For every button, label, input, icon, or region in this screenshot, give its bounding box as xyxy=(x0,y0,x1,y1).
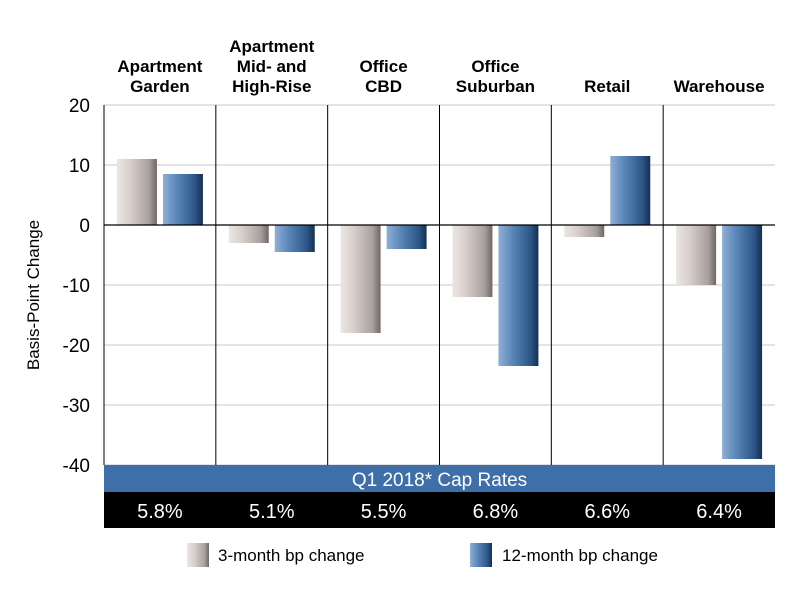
category-label: Garden xyxy=(130,77,190,96)
y-tick-label: 0 xyxy=(79,216,90,237)
cap-rates-row xyxy=(104,492,775,528)
y-tick-label: -30 xyxy=(63,396,90,417)
cap-rate-value: 5.1% xyxy=(249,501,295,523)
bar-12-month xyxy=(386,225,427,249)
y-tick-label: 10 xyxy=(69,156,90,177)
bar-12-month xyxy=(162,174,203,225)
legend: 3-month bp change 12-month bp change xyxy=(187,543,658,567)
y-axis: 20 10 0 -10 -20 -30 -40 Basis-Point Change xyxy=(24,96,775,477)
cap-rate-value: 6.6% xyxy=(584,501,630,523)
category-label: Warehouse xyxy=(674,77,765,96)
legend-label: 12-month bp change xyxy=(502,546,658,565)
legend-swatch xyxy=(470,543,492,567)
bar-12-month xyxy=(610,156,651,225)
category-label: CBD xyxy=(365,77,402,96)
bar-3-month xyxy=(116,159,157,225)
category-label: Retail xyxy=(584,77,630,96)
category-label: Suburban xyxy=(456,77,535,96)
bar-3-month xyxy=(676,225,717,285)
category-label: Apartment xyxy=(117,57,202,76)
bar-12-month xyxy=(498,225,539,366)
cap-rate-value: 6.8% xyxy=(473,501,519,523)
bar-3-month xyxy=(452,225,493,297)
y-tick-label: -40 xyxy=(63,456,90,477)
y-tick-label: 20 xyxy=(69,96,90,117)
category-label: Office xyxy=(359,57,407,76)
bar-3-month xyxy=(564,225,605,237)
legend-swatch xyxy=(187,543,209,567)
cap-rates-banner xyxy=(104,465,775,492)
legend-label: 3-month bp change xyxy=(218,546,365,565)
category-label: Mid- and xyxy=(237,57,307,76)
bars xyxy=(116,156,763,459)
cap-rates-table: Q1 2018* Cap Rates 5.8% 5.1% 5.5% 6.8% 6.6% 6.… xyxy=(104,465,775,528)
category-label: Office xyxy=(471,57,519,76)
cap-rate-value: 5.8% xyxy=(137,501,183,523)
cap-rate-value: 5.5% xyxy=(361,501,407,523)
category-label: Apartment xyxy=(229,37,314,56)
y-tick-label: -10 xyxy=(63,276,90,297)
category-dividers xyxy=(215,105,664,465)
bar-3-month xyxy=(228,225,269,243)
bar-12-month xyxy=(274,225,315,252)
y-tick-label: -20 xyxy=(63,336,90,357)
bar-3-month xyxy=(340,225,381,333)
cap-rates-title: Q1 2018* Cap Rates xyxy=(352,470,527,491)
category-label: High-Rise xyxy=(232,77,311,96)
bar-12-month xyxy=(722,225,763,459)
cap-rate-value: 6.4% xyxy=(696,501,742,523)
y-axis-title: Basis-Point Change xyxy=(24,220,43,370)
